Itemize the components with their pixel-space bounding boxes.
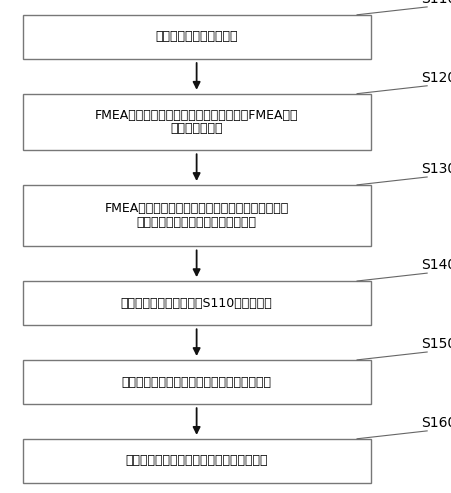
- Text: 为高风险的系数失效模式提供参考改进措施: 为高风险的系数失效模式提供参考改进措施: [125, 455, 267, 467]
- Text: S120: S120: [420, 71, 451, 85]
- Bar: [23, 185, 370, 246]
- Text: FMEA系统响应用户请求，并将结果传递到FMEA数据: FMEA系统响应用户请求，并将结果传递到FMEA数据: [95, 108, 298, 122]
- Text: 从系统数据库中提取步骤S110所需的数据: 从系统数据库中提取步骤S110所需的数据: [120, 297, 272, 310]
- Bar: [23, 439, 370, 483]
- Text: 按照提取的数据计算出风险优先系数及其排序: 按照提取的数据计算出风险优先系数及其排序: [121, 376, 271, 388]
- Text: 归总，归总结果保存在系统数据库中: 归总，归总结果保存在系统数据库中: [136, 216, 256, 229]
- Text: S150: S150: [420, 337, 451, 351]
- Text: 多维处理子系统: 多维处理子系统: [170, 122, 222, 136]
- Text: S160: S160: [420, 416, 451, 430]
- Bar: [23, 281, 370, 325]
- Bar: [23, 360, 370, 404]
- Text: 设置分析模式存储子单元: 设置分析模式存储子单元: [155, 31, 237, 43]
- Text: FMEA数据多维处理子系统对用户传递来的数据进行: FMEA数据多维处理子系统对用户传递来的数据进行: [104, 202, 288, 215]
- Bar: [23, 15, 370, 59]
- Bar: [23, 94, 370, 150]
- Text: S110: S110: [420, 0, 451, 6]
- Text: S140: S140: [420, 258, 451, 272]
- Text: S130: S130: [420, 162, 451, 176]
